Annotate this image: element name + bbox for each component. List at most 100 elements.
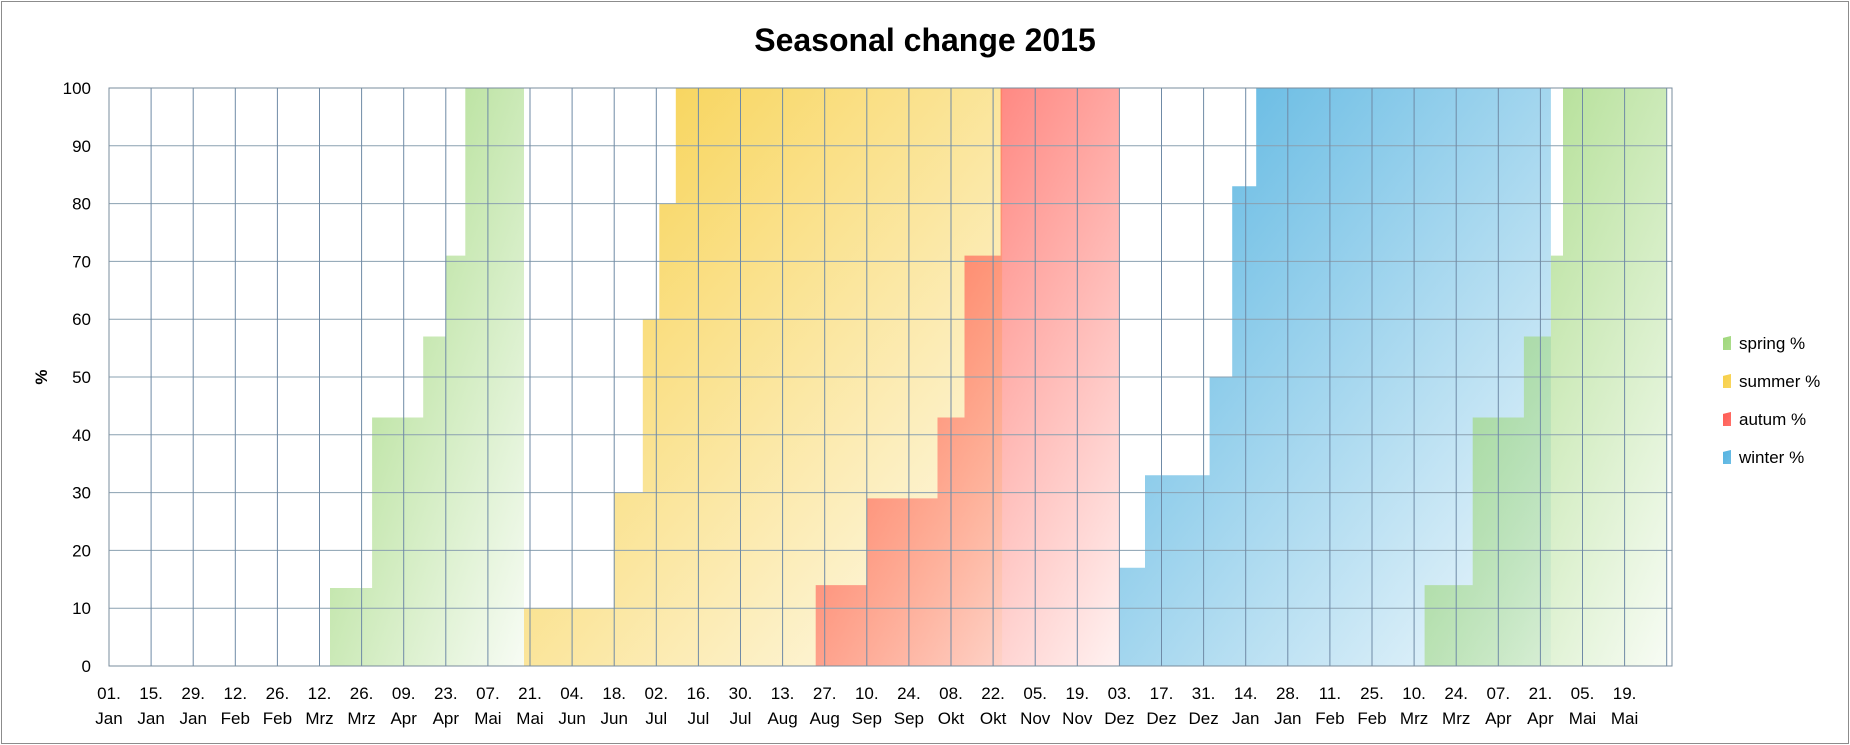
x-tick-day: 24. — [1444, 684, 1468, 703]
y-tick-label: 30 — [72, 484, 91, 503]
x-tick-day: 10. — [855, 684, 879, 703]
x-tick-day: 07. — [476, 684, 500, 703]
x-tick-day: 24. — [897, 684, 921, 703]
x-tick-label: 18. Jun — [600, 684, 627, 728]
x-tick-day: 05. — [1023, 684, 1047, 703]
x-tick-day: 28. — [1276, 684, 1300, 703]
x-tick-month: Dez — [1146, 709, 1176, 728]
x-tick-month: Jan — [95, 709, 122, 728]
legend: spring % summer % autum % winter % — [1723, 334, 1820, 467]
x-tick-label: 14. Jan — [1232, 684, 1259, 728]
x-tick-label: 12. Mrz — [305, 684, 333, 728]
x-tick-label: 05. Mai — [1569, 684, 1596, 728]
x-tick-month: Dez — [1104, 709, 1134, 728]
y-tick-label: 10 — [72, 599, 91, 618]
x-tick-label: 23. Apr — [433, 684, 460, 728]
legend-label: summer % — [1739, 372, 1820, 391]
legend-swatch-fill — [1723, 374, 1731, 388]
x-tick-month: Sep — [894, 709, 924, 728]
y-tick-label: 100 — [63, 79, 91, 98]
x-tick-label: 04. Jun — [558, 684, 585, 728]
x-tick-month: Feb — [263, 709, 292, 728]
x-tick-day: 10. — [1402, 684, 1426, 703]
x-tick-month: Jun — [600, 709, 627, 728]
x-tick-label: 28. Jan — [1274, 684, 1301, 728]
x-tick-month: Aug — [767, 709, 797, 728]
legend-label: spring % — [1739, 334, 1805, 353]
x-tick-month: Mai — [474, 709, 501, 728]
x-tick-label: 26. Mrz — [347, 684, 375, 728]
x-tick-month: Mrz — [305, 709, 333, 728]
x-tick-month: Nov — [1020, 709, 1051, 728]
x-tick-day: 30. — [729, 684, 753, 703]
legend-item: summer % — [1723, 372, 1820, 391]
x-tick-day: 07. — [1486, 684, 1510, 703]
x-tick-day: 18. — [602, 684, 626, 703]
x-tick-label: 07. Apr — [1485, 684, 1512, 728]
x-tick-label: 05. Nov — [1020, 684, 1051, 728]
x-tick-label: 30. Jul — [729, 684, 753, 728]
x-tick-day: 14. — [1234, 684, 1258, 703]
x-tick-month: Aug — [810, 709, 840, 728]
x-tick-label: 22. Okt — [980, 684, 1007, 728]
legend-label: winter % — [1738, 448, 1804, 467]
legend-item: autum % — [1723, 410, 1806, 429]
legend-item: winter % — [1723, 448, 1804, 467]
x-tick-label: 09. Apr — [390, 684, 417, 728]
x-tick-day: 11. — [1319, 684, 1341, 703]
x-tick-month: Jul — [645, 709, 667, 728]
x-tick-day: 22. — [981, 684, 1005, 703]
y-tick-label: 60 — [72, 310, 91, 329]
x-tick-day: 25. — [1360, 684, 1384, 703]
x-tick-month: Jun — [558, 709, 585, 728]
x-tick-label: 15. Jan — [137, 684, 164, 728]
x-tick-month: Mrz — [347, 709, 375, 728]
x-tick-label: 07. Mai — [474, 684, 501, 728]
x-tick-day: 01. — [97, 684, 121, 703]
x-tick-month: Sep — [852, 709, 882, 728]
y-tick-label: 90 — [72, 137, 91, 156]
gridlines — [108, 87, 1673, 667]
y-tick-label: 80 — [72, 195, 91, 214]
x-tick-label: 24. Sep — [894, 684, 924, 728]
x-tick-month: Apr — [433, 709, 460, 728]
x-tick-month: Mai — [516, 709, 543, 728]
x-tick-day: 21. — [1529, 684, 1553, 703]
legend-swatch-fill — [1723, 336, 1731, 350]
x-tick-day: 19. — [1613, 684, 1637, 703]
x-tick-day: 21. — [518, 684, 542, 703]
x-tick-day: 12. — [308, 684, 332, 703]
x-tick-month: Mrz — [1442, 709, 1470, 728]
x-tick-month: Mrz — [1400, 709, 1428, 728]
x-tick-month: Mai — [1611, 709, 1638, 728]
x-tick-day: 23. — [434, 684, 458, 703]
legend-item: spring % — [1723, 334, 1805, 353]
y-tick-label: 40 — [72, 426, 91, 445]
x-tick-label: 21. Mai — [516, 684, 543, 728]
x-tick-month: Jul — [688, 709, 710, 728]
x-tick-label: 10. Sep — [852, 684, 882, 728]
x-tick-month: Jan — [137, 709, 164, 728]
x-tick-label: 27. Aug — [810, 684, 840, 728]
x-tick-day: 16. — [687, 684, 711, 703]
x-tick-month: Jan — [179, 709, 206, 728]
x-tick-label: 16. Jul — [687, 684, 711, 728]
x-tick-day: 05. — [1571, 684, 1595, 703]
legend-label: autum % — [1739, 410, 1806, 429]
x-tick-day: 19. — [1065, 684, 1089, 703]
y-axis-ticks: 0 10 20 30 40 50 60 70 80 90 100 — [63, 79, 91, 676]
y-axis-label: % — [32, 369, 51, 384]
x-tick-month: Apr — [1527, 709, 1554, 728]
x-tick-day: 09. — [392, 684, 416, 703]
x-tick-day: 04. — [560, 684, 584, 703]
x-tick-day: 29. — [181, 684, 205, 703]
legend-swatch-fill — [1723, 450, 1731, 464]
x-tick-label: 11. Feb — [1315, 684, 1344, 728]
x-tick-label: 17. Dez — [1146, 684, 1176, 728]
y-tick-label: 20 — [72, 541, 91, 560]
x-tick-month: Okt — [938, 709, 965, 728]
x-tick-day: 12. — [223, 684, 247, 703]
x-tick-day: 08. — [939, 684, 963, 703]
x-tick-label: 08. Okt — [938, 684, 965, 728]
